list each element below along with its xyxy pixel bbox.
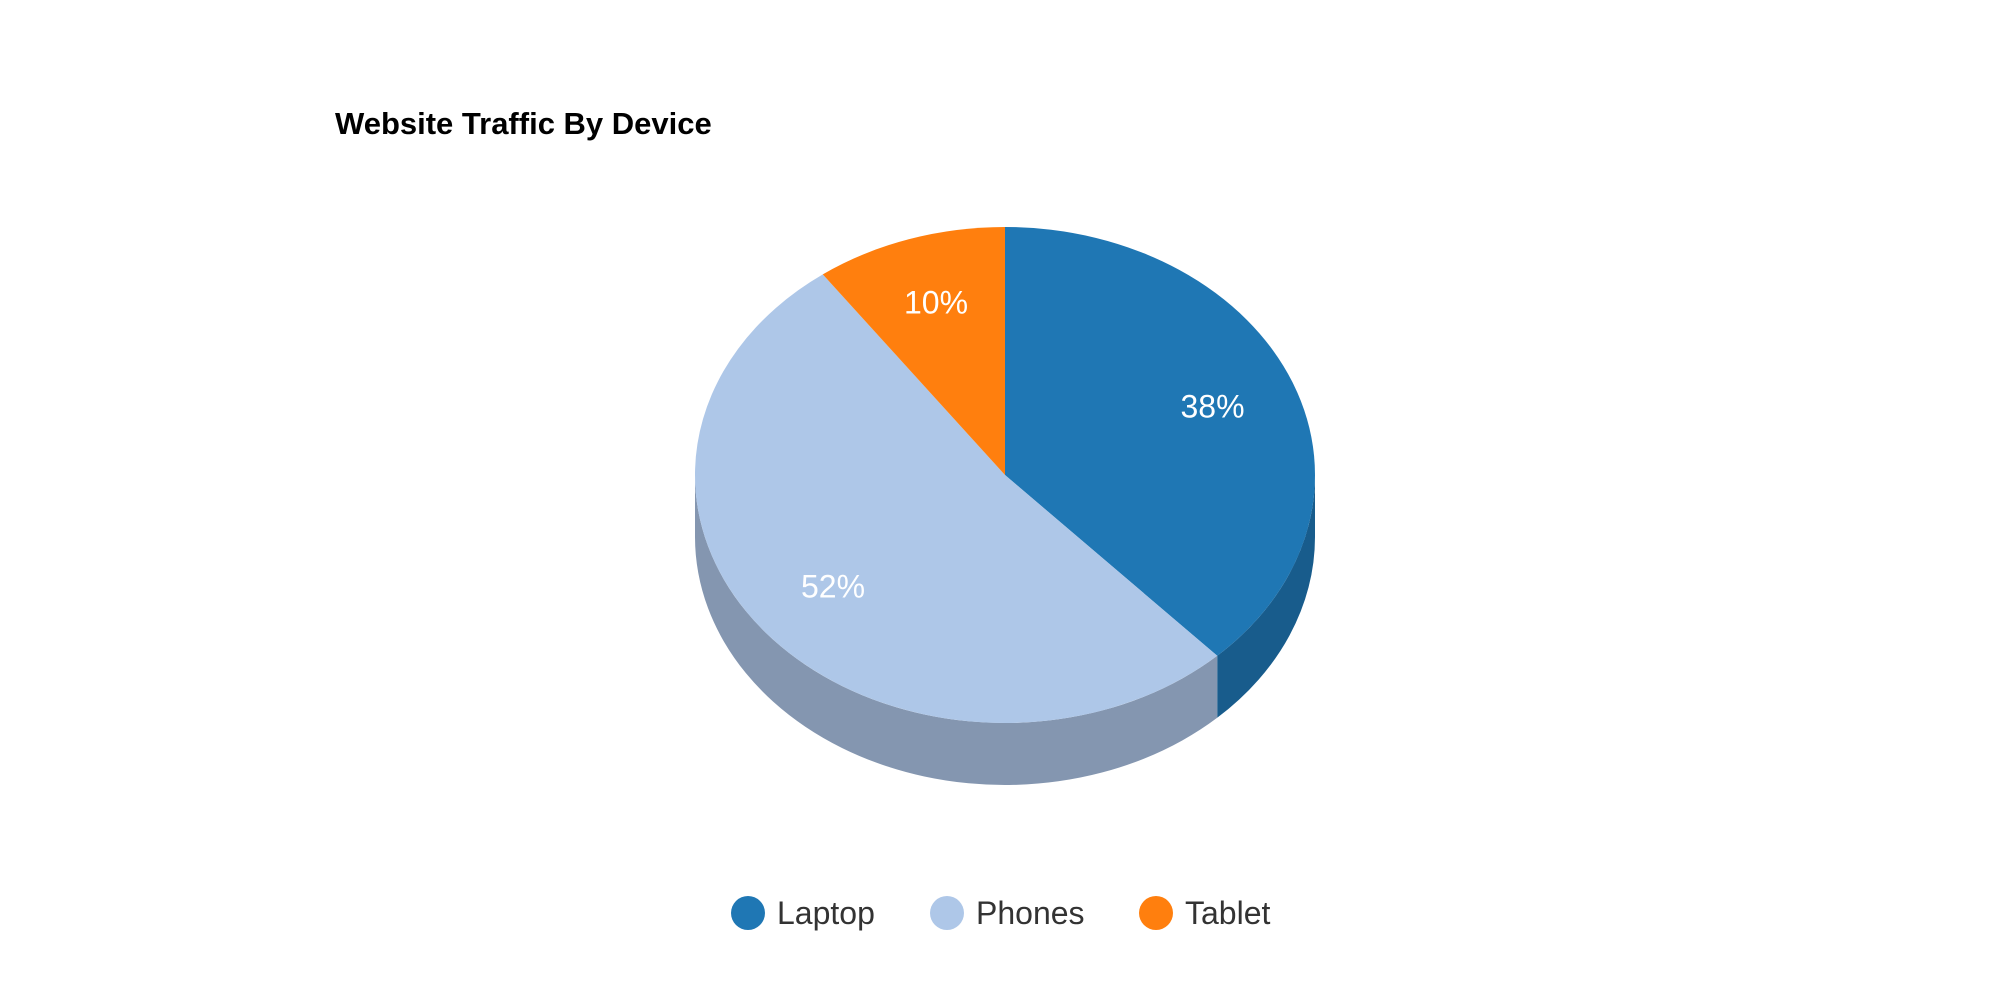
legend-label-tablet: Tablet [1185, 895, 1271, 931]
pie-slice-laptop[interactable] [1005, 227, 1315, 656]
legend-label-phones: Phones [976, 895, 1085, 931]
legend: Laptop Phones Tablet [731, 895, 1271, 931]
slice-label-phones: 52% [801, 568, 865, 604]
slice-label-tablet: 10% [904, 285, 968, 321]
legend-item-laptop[interactable]: Laptop [731, 895, 875, 931]
legend-item-tablet[interactable]: Tablet [1139, 895, 1271, 931]
pie-side-phones [695, 475, 1218, 785]
chart-title: Website Traffic By Device [335, 106, 712, 141]
pie-side-laptop [1217, 475, 1315, 718]
pie-slices [694, 227, 1315, 724]
legend-swatch-laptop [731, 896, 765, 930]
pie-slice-phones[interactable] [694, 274, 1218, 724]
legend-label-laptop: Laptop [777, 895, 875, 931]
legend-swatch-phones [930, 896, 964, 930]
pie-slice-tablet[interactable] [822, 227, 1005, 475]
pie-labels: 38% 52% 10% [801, 285, 1245, 605]
legend-item-phones[interactable]: Phones [930, 895, 1085, 931]
slice-label-laptop: 38% [1181, 389, 1245, 425]
pie-sides [695, 475, 1315, 785]
legend-swatch-tablet [1139, 896, 1173, 930]
